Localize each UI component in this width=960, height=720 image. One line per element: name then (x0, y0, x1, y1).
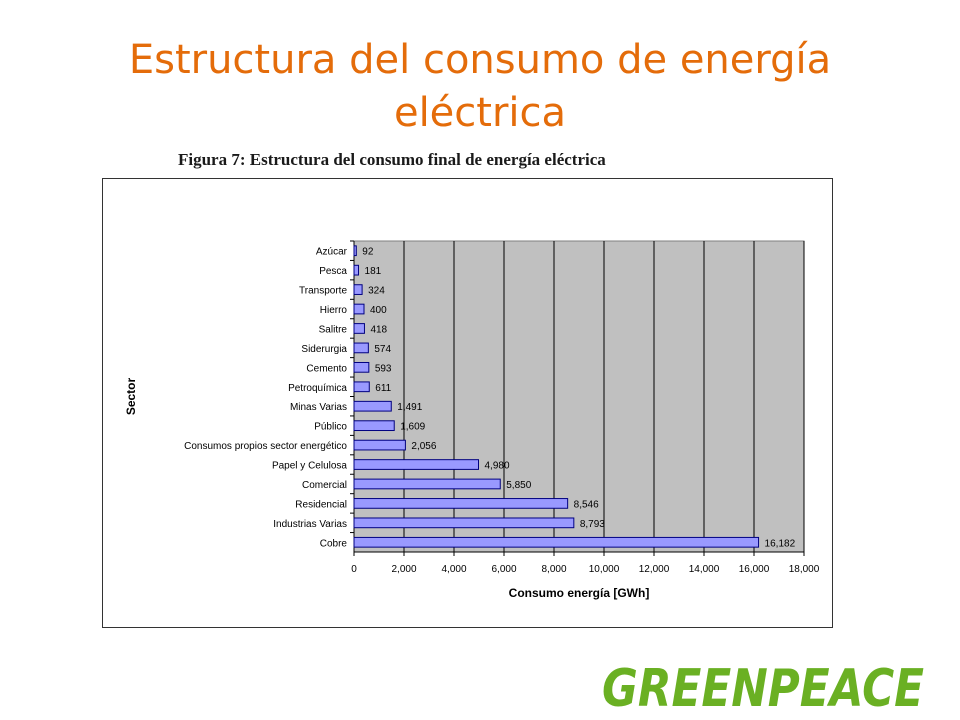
data-label: 611 (375, 383, 391, 394)
chart-frame: 0 2,000 4,000 6,000 8,000 10,000 12,000 14,000 1… (102, 178, 833, 628)
bar (353, 439, 406, 451)
data-label: 5,850 (506, 480, 531, 491)
data-label: 92 (362, 247, 374, 258)
x-tick-label: 18,000 (789, 564, 820, 575)
bar (353, 342, 369, 354)
category-label: Papel y Celulosa (272, 461, 347, 472)
slide-title-line-2: eléctrica (393, 90, 567, 136)
data-label: 2,056 (411, 441, 436, 452)
category-label: Hierro (320, 305, 348, 316)
bar (353, 459, 479, 470)
bar (353, 323, 365, 334)
category-label: Residencial (295, 499, 347, 510)
category-label: Cemento (306, 363, 347, 374)
data-label: 8,793 (580, 519, 605, 530)
bar (353, 517, 575, 529)
category-label: Azúcar (316, 247, 348, 258)
bar (353, 498, 569, 509)
data-label: 593 (375, 363, 392, 374)
category-label: Salitre (319, 324, 348, 335)
category-label: Cobre (320, 538, 348, 549)
x-tick-label: 12,000 (639, 564, 670, 575)
slide-title: Estructura del consumo de energía eléctr… (0, 34, 960, 140)
x-tick-label: 0 (351, 564, 357, 575)
category-label: Consumos propios sector energético (184, 441, 347, 452)
greenpeace-logo: GREENPEACE (602, 659, 924, 716)
bar (353, 264, 360, 276)
bar-chart: 0 2,000 4,000 6,000 8,000 10,000 12,000 14,000 1… (124, 240, 820, 600)
data-label: 400 (370, 305, 387, 316)
bar (353, 284, 363, 295)
category-label: Industrias Varias (273, 519, 347, 530)
bar (353, 400, 392, 412)
bar (353, 420, 395, 432)
bar (353, 478, 501, 490)
category-label: Pesca (319, 266, 347, 277)
bar (353, 536, 760, 548)
x-tick-label: 6,000 (491, 564, 516, 575)
svg-text:GREENPEACE: GREENPEACE (602, 659, 924, 716)
bar (353, 245, 357, 257)
bar (353, 361, 370, 373)
category-label: Siderurgia (301, 344, 347, 355)
x-tick-label: 4,000 (441, 564, 466, 575)
data-label: 324 (368, 286, 385, 297)
data-label: 181 (365, 266, 382, 277)
slide-title-line-1: Estructura del consumo de energía (128, 37, 832, 83)
category-label: Petroquímica (288, 383, 347, 394)
y-axis-title: Sector (124, 378, 138, 416)
x-tick-label: 16,000 (739, 564, 770, 575)
category-label: Comercial (302, 480, 347, 491)
bar (353, 381, 370, 393)
x-tick-label: 14,000 (689, 564, 720, 575)
x-tick-label: 2,000 (391, 564, 416, 575)
bar (353, 303, 365, 315)
category-label: Transporte (299, 286, 347, 297)
category-label: Público (314, 422, 347, 433)
x-tick-label: 10,000 (589, 564, 620, 575)
data-label: 574 (374, 344, 391, 355)
data-label: 1,609 (400, 422, 425, 433)
data-label: 4,980 (485, 461, 510, 472)
x-tick-label: 8,000 (541, 564, 566, 575)
data-label: 1,491 (397, 402, 422, 413)
data-label: 418 (370, 324, 387, 335)
category-label: Minas Varias (290, 402, 347, 413)
data-label: 16,182 (765, 538, 796, 549)
data-label: 8,546 (574, 499, 599, 510)
x-axis-title: Consumo energía [GWh] (509, 586, 650, 600)
figure-caption: Figura 7: Estructura del consumo final d… (178, 150, 606, 169)
